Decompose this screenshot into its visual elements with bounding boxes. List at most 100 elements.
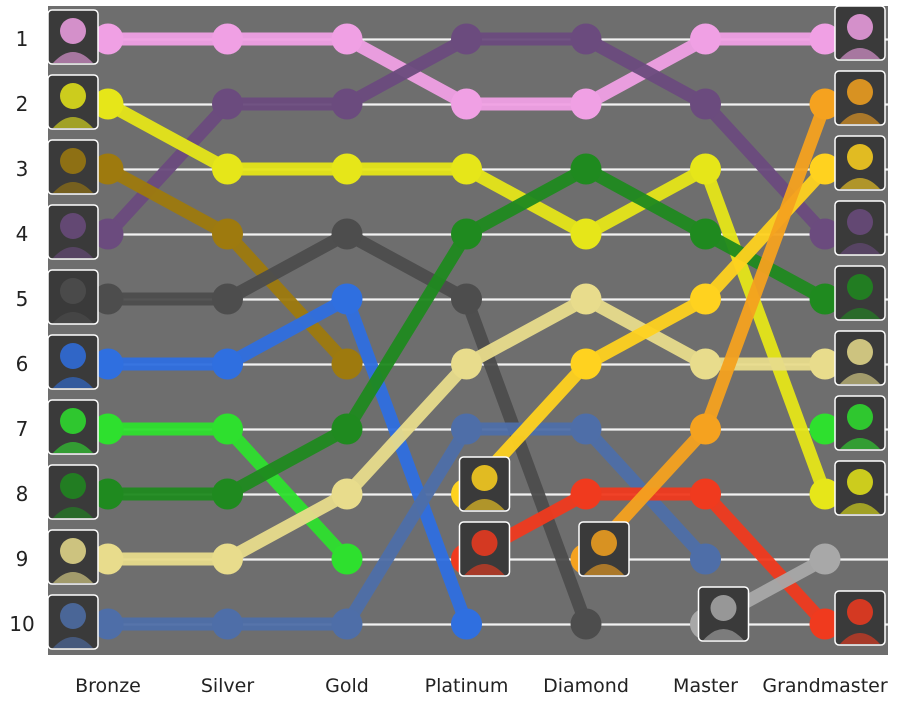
data-point — [690, 23, 721, 55]
y-tick-label: 8 — [16, 482, 29, 506]
data-point — [212, 543, 243, 575]
data-point — [809, 218, 841, 250]
data-point — [92, 348, 124, 380]
mccree-portrait-icon — [834, 590, 886, 646]
ana-portrait-icon — [47, 594, 99, 650]
portrait-shoulders — [840, 243, 880, 254]
portrait-shoulders — [53, 637, 93, 648]
series-segment — [699, 97, 832, 241]
series-segment — [699, 162, 832, 306]
x-axis-ticks: Bronze Silver Gold Platinum Diamond Master Gra… — [75, 675, 888, 697]
series-segment — [340, 32, 473, 111]
roadhog-portrait-icon — [834, 330, 886, 386]
data-point — [331, 153, 363, 185]
data-point — [212, 608, 243, 640]
portrait-head — [847, 79, 873, 105]
genji-portrait-icon — [47, 464, 99, 520]
portrait-shoulders — [840, 178, 880, 189]
x-tick-label: Grandmaster — [762, 675, 887, 697]
data-point — [92, 23, 124, 55]
roadhog-portrait-icon — [47, 529, 99, 585]
portrait-shoulders — [703, 629, 744, 640]
data-point — [331, 283, 363, 315]
data-point — [809, 608, 841, 640]
portrait-head — [847, 469, 873, 495]
portrait-shoulders — [840, 113, 880, 124]
data-point — [809, 478, 841, 510]
data-point — [690, 413, 721, 445]
data-point — [92, 608, 124, 640]
data-point — [570, 608, 602, 640]
reinhardt-portrait-icon — [47, 269, 99, 325]
y-tick-label: 4 — [16, 222, 29, 246]
data-point — [451, 218, 482, 250]
series-segment — [221, 227, 354, 371]
data-point — [451, 283, 482, 315]
data-point — [212, 23, 243, 55]
lucio-portrait-icon — [47, 399, 99, 455]
data-point — [570, 88, 602, 120]
zenyatta-portrait-icon — [458, 456, 511, 512]
portrait-head — [60, 408, 86, 434]
portrait-head — [847, 144, 873, 170]
series-segment — [699, 97, 832, 436]
x-tick-label: Gold — [325, 675, 369, 697]
x-tick-label: Silver — [201, 675, 255, 697]
y-tick-label: 9 — [16, 547, 29, 571]
data-point — [451, 153, 482, 185]
lucio-portrait-icon — [834, 395, 886, 451]
series-segment — [340, 422, 473, 631]
soldier76-portrait-icon — [47, 334, 99, 390]
portrait-shoulders — [840, 308, 880, 319]
winston-portrait-icon — [697, 586, 750, 642]
data-point — [331, 478, 363, 510]
portrait-head — [847, 404, 873, 430]
hero-portraits — [47, 5, 886, 650]
portrait-head — [60, 18, 86, 44]
portrait-head — [60, 83, 86, 109]
data-point — [809, 283, 841, 315]
x-tick-label: Platinum — [425, 675, 509, 697]
x-tick-label: Master — [673, 675, 738, 697]
data-point — [212, 283, 243, 315]
data-point — [331, 218, 363, 250]
portrait-shoulders — [840, 438, 880, 449]
series-segment — [579, 162, 712, 241]
tracer-portrait-icon — [834, 70, 886, 126]
portrait-head — [847, 209, 873, 235]
portrait-shoulders — [53, 442, 93, 453]
series-segment — [340, 227, 473, 306]
data-point — [570, 23, 602, 55]
y-tick-label: 5 — [16, 287, 29, 311]
data-point — [451, 413, 482, 445]
portrait-shoulders — [464, 499, 505, 510]
data-point — [331, 23, 363, 55]
moira-portrait-icon — [47, 204, 99, 260]
portrait-head — [60, 213, 86, 239]
data-point — [92, 543, 124, 575]
data-point — [212, 348, 243, 380]
series-segment — [340, 357, 473, 501]
tracer-portrait-icon — [578, 521, 630, 577]
portrait-shoulders — [53, 312, 93, 323]
portrait-head — [60, 278, 86, 304]
data-point — [92, 283, 124, 315]
portrait-head — [710, 595, 737, 621]
portrait-shoulders — [840, 48, 880, 59]
data-point — [331, 88, 363, 120]
portrait-shoulders — [840, 373, 880, 384]
data-point — [331, 543, 363, 575]
data-point — [690, 88, 721, 120]
series-segment — [579, 32, 712, 111]
data-point — [690, 478, 721, 510]
series-segment — [699, 162, 832, 501]
data-point — [690, 218, 721, 250]
series-segment — [460, 162, 593, 241]
mccree-portrait-icon — [458, 521, 511, 577]
data-point — [570, 413, 602, 445]
data-point — [451, 88, 482, 120]
data-point — [212, 413, 243, 445]
data-point — [570, 283, 602, 315]
data-point — [451, 23, 482, 55]
